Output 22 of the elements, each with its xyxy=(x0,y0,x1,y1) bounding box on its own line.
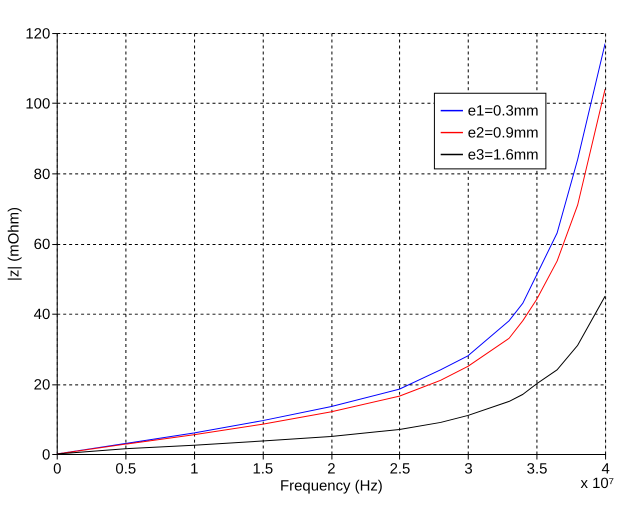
x-axis-title: Frequency (Hz) xyxy=(280,477,383,494)
x-tick-label: 2 xyxy=(327,460,336,478)
y-axis-title: |z| (mOhm) xyxy=(5,207,22,282)
x-tick-label: 4 xyxy=(601,460,610,478)
y-tick-label: 20 xyxy=(34,376,50,394)
y-tick-label: 40 xyxy=(34,306,50,324)
x-tick-label: 3 xyxy=(464,460,473,478)
x-tick-label: 1 xyxy=(190,460,198,478)
x-tick-label: 1.5 xyxy=(252,460,274,478)
y-tick-label: 120 xyxy=(25,26,50,43)
x-tick-label: 2.5 xyxy=(390,460,410,478)
x-tick-label: 0 xyxy=(53,460,62,478)
y-tick-label: 60 xyxy=(34,236,50,253)
y-tick-label: 80 xyxy=(34,166,50,183)
legend-label: e3=1.6mm xyxy=(468,146,539,164)
text: x 10⁷ xyxy=(580,474,614,492)
x-tick-label: 0.5 xyxy=(115,460,136,478)
legend-label: e2=0.9mm xyxy=(468,124,539,142)
legend-label: e1=0.3mm xyxy=(468,102,539,120)
x-tick-label: 3.5 xyxy=(526,460,548,478)
y-tick-label: 100 xyxy=(25,96,50,113)
y-tick-label: 0 xyxy=(42,446,50,464)
